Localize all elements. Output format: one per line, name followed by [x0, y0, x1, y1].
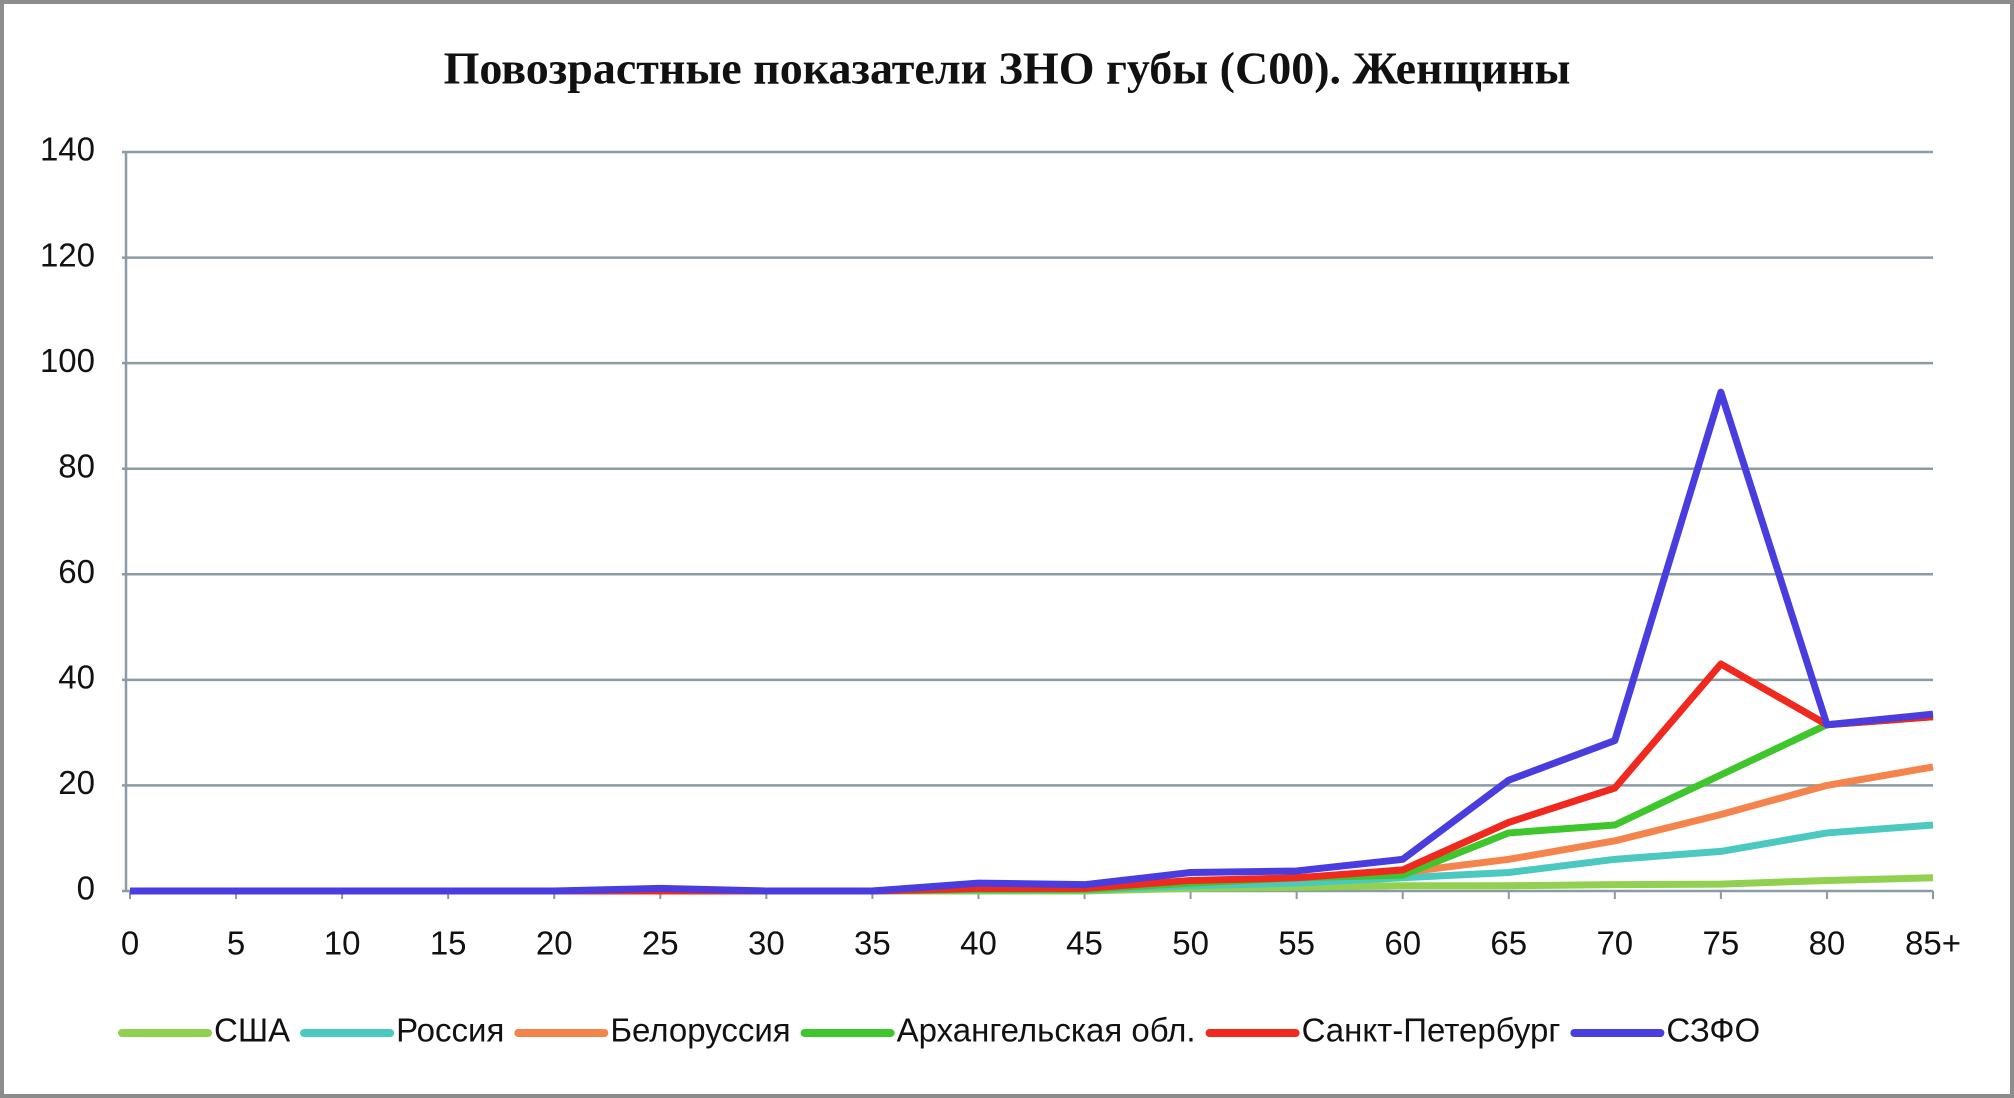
x-tick-label: 45 — [1066, 925, 1103, 962]
x-tick-label: 55 — [1278, 925, 1315, 962]
legend-label: США — [214, 1012, 290, 1049]
legend-label: Архангельская обл. — [897, 1012, 1196, 1049]
y-tick-label: 0 — [77, 870, 95, 907]
legend-label: Россия — [396, 1012, 504, 1049]
x-tick-label: 20 — [536, 925, 573, 962]
x-tick-label: 40 — [960, 925, 997, 962]
legend-label: СЗФО — [1666, 1012, 1760, 1049]
y-tick-label: 60 — [58, 553, 95, 590]
x-tick-label: 10 — [324, 925, 361, 962]
x-tick-label: 80 — [1809, 925, 1846, 962]
legend-label: Санкт-Петербург — [1302, 1012, 1561, 1049]
x-tick-label: 15 — [430, 925, 467, 962]
y-tick-label: 20 — [58, 764, 95, 801]
x-tick-label: 35 — [854, 925, 891, 962]
x-tick-label: 30 — [748, 925, 785, 962]
legend-label: Белоруссия — [610, 1012, 790, 1049]
x-tick-label: 70 — [1596, 925, 1633, 962]
x-tick-label: 75 — [1703, 925, 1740, 962]
x-tick-label: 5 — [227, 925, 245, 962]
x-tick-label: 60 — [1384, 925, 1421, 962]
x-tick-label: 0 — [121, 925, 139, 962]
x-tick-label: 85+ — [1905, 925, 1961, 962]
y-tick-label: 80 — [58, 447, 95, 484]
y-tick-label: 120 — [40, 236, 95, 273]
chart-title: Повозрастные показатели ЗНО губы (С00). … — [444, 43, 1571, 94]
x-tick-label: 50 — [1172, 925, 1209, 962]
series-line — [130, 388, 1934, 895]
y-tick-label: 140 — [40, 131, 95, 168]
x-tick-label: 25 — [642, 925, 679, 962]
y-tick-label: 40 — [58, 659, 95, 696]
x-tick-label: 65 — [1490, 925, 1527, 962]
y-tick-label: 100 — [40, 342, 95, 379]
